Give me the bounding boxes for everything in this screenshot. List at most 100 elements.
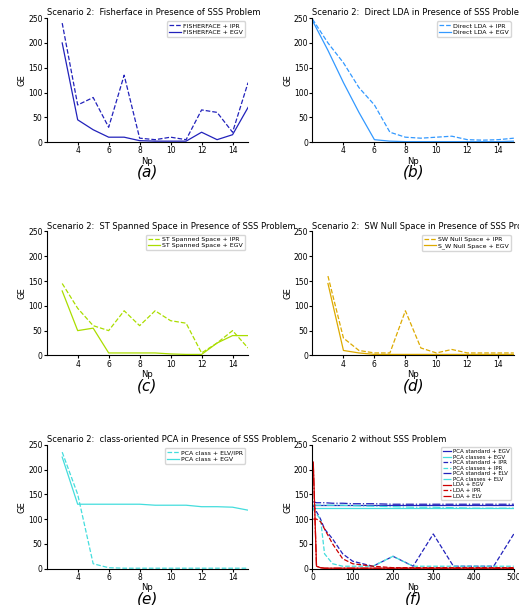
PCA class + ELV/IPR xyxy=(152,564,158,572)
PCA classes + ELV xyxy=(330,502,336,509)
PCA standard + ELV xyxy=(350,500,356,508)
ST Spanned Space + IPR xyxy=(245,344,251,352)
Text: Scenario 2:  Direct LDA in Presence of SSS Problem: Scenario 2: Direct LDA in Presence of SS… xyxy=(312,8,519,18)
Direct LDA + IPR xyxy=(309,16,316,23)
LDA + ELV xyxy=(330,564,336,572)
LDA + ELV xyxy=(450,564,457,572)
LDA + EGV xyxy=(313,563,320,570)
PCA standard + ELV xyxy=(370,500,376,508)
LDA + IPR xyxy=(321,525,327,532)
FISHERFACE + IPR xyxy=(75,101,81,108)
X-axis label: Np: Np xyxy=(142,583,153,592)
PCA standard + ELV xyxy=(321,499,327,506)
PCA standard + EGV xyxy=(410,502,416,509)
PCA classes + EGV xyxy=(313,505,320,512)
LDA + EGV xyxy=(430,564,436,572)
FISHERFACE + IPR xyxy=(152,136,158,143)
PCA standard + EGV xyxy=(330,502,336,509)
FISHERFACE + EGV xyxy=(245,104,251,111)
PCA classes + ELV xyxy=(430,503,436,511)
PCA classes + EGV xyxy=(339,505,346,512)
PCA standard + IPR xyxy=(339,550,346,557)
PCA classes + IPR xyxy=(370,563,376,570)
ST Spanned Space + IPR xyxy=(136,322,143,329)
Direct LDA + IPR xyxy=(325,39,331,47)
Direct LDA + EGV xyxy=(371,136,377,143)
PCA classes + ELV xyxy=(313,502,320,509)
Y-axis label: GE: GE xyxy=(283,501,292,512)
Direct LDA + IPR xyxy=(418,134,424,142)
PCA class + EGV xyxy=(214,503,220,511)
FISHERFACE + EGV xyxy=(121,134,127,141)
PCA standard + EGV xyxy=(313,502,320,509)
PCA classes + EGV xyxy=(330,505,336,512)
S_W Null Space + EGV xyxy=(402,351,408,358)
PCA classes + EGV xyxy=(321,505,327,512)
PCA classes + ELV xyxy=(370,503,376,510)
Text: Scenario 2:  class-oriented PCA in Presence of SSS Problem: Scenario 2: class-oriented PCA in Presen… xyxy=(47,435,296,444)
Legend: Direct LDA + IPR, Direct LDA + EGV: Direct LDA + IPR, Direct LDA + EGV xyxy=(437,21,511,37)
PCA classes + IPR xyxy=(350,563,356,570)
PCA standard + EGV xyxy=(511,502,517,509)
LDA + ELV xyxy=(370,564,376,572)
PCA standard + IPR xyxy=(410,563,416,570)
PCA standard + ELV xyxy=(490,500,497,508)
PCA classes + IPR xyxy=(511,563,517,570)
FISHERFACE + IPR xyxy=(121,71,127,79)
S_W Null Space + EGV xyxy=(495,351,501,358)
FISHERFACE + EGV xyxy=(75,116,81,123)
ST Spanned Space + EGV xyxy=(75,327,81,334)
PCA standard + IPR xyxy=(450,563,457,570)
Text: (c): (c) xyxy=(137,378,158,393)
PCA classes + ELV xyxy=(450,504,457,511)
PCA classes + ELV xyxy=(321,502,327,509)
X-axis label: Np: Np xyxy=(407,583,419,592)
FISHERFACE + EGV xyxy=(214,136,220,143)
PCA class + ELV/IPR xyxy=(183,564,189,572)
Line: ST Spanned Space + IPR: ST Spanned Space + IPR xyxy=(62,284,248,353)
Direct LDA + EGV xyxy=(418,138,424,145)
LDA + ELV xyxy=(310,461,317,468)
Line: Direct LDA + EGV: Direct LDA + EGV xyxy=(312,21,514,142)
Y-axis label: GE: GE xyxy=(18,74,26,86)
Line: PCA classes + IPR: PCA classes + IPR xyxy=(313,509,514,566)
Direct LDA + EGV xyxy=(480,138,486,145)
LDA + EGV xyxy=(450,564,457,572)
SW Null Space + IPR xyxy=(511,349,517,356)
LDA + EGV xyxy=(339,564,346,572)
PCA standard + EGV xyxy=(470,502,476,509)
Direct LDA + EGV xyxy=(309,17,316,24)
LDA + EGV xyxy=(321,564,327,572)
Direct LDA + EGV xyxy=(387,137,393,145)
LDA + EGV xyxy=(318,564,324,571)
FISHERFACE + IPR xyxy=(183,136,189,143)
PCA classes + EGV xyxy=(318,505,324,512)
PCA classes + IPR xyxy=(339,563,346,570)
Text: (e): (e) xyxy=(136,592,158,605)
Direct LDA + IPR xyxy=(511,134,517,142)
ST Spanned Space + IPR xyxy=(90,322,97,329)
ST Spanned Space + EGV xyxy=(229,332,236,339)
PCA standard + IPR xyxy=(511,531,517,538)
PCA classes + IPR xyxy=(313,511,320,518)
FISHERFACE + EGV xyxy=(152,137,158,145)
PCA standard + IPR xyxy=(350,558,356,565)
FISHERFACE + EGV xyxy=(229,131,236,139)
LDA + IPR xyxy=(318,518,324,525)
ST Spanned Space + IPR xyxy=(121,307,127,315)
SW Null Space + IPR xyxy=(464,349,470,356)
PCA standard + ELV xyxy=(390,500,396,508)
Text: (a): (a) xyxy=(136,165,158,180)
SW Null Space + IPR xyxy=(340,335,347,342)
Text: Scenario 2:  ST Spanned Space in Presence of SSS Problem: Scenario 2: ST Spanned Space in Presence… xyxy=(47,221,295,231)
FISHERFACE + IPR xyxy=(105,123,112,131)
LDA + EGV xyxy=(330,564,336,572)
LDA + IPR xyxy=(313,515,320,523)
PCA class + ELV/IPR xyxy=(214,564,220,572)
LDA + ELV xyxy=(470,564,476,572)
SW Null Space + IPR xyxy=(325,272,331,280)
Legend: ST Spanned Space + IPR, ST Spanned Space + EGV: ST Spanned Space + IPR, ST Spanned Space… xyxy=(146,235,245,250)
S_W Null Space + EGV xyxy=(433,351,440,358)
PCA classes + ELV xyxy=(511,505,517,512)
PCA standard + EGV xyxy=(390,502,396,509)
